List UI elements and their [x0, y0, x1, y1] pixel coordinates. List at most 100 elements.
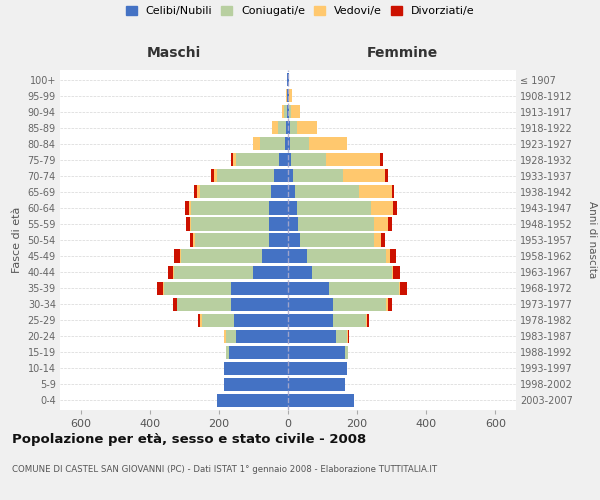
- Bar: [271, 186, 288, 198]
- Bar: [284, 105, 287, 118]
- Bar: [190, 234, 193, 246]
- Bar: [390, 250, 396, 262]
- Bar: [269, 234, 288, 246]
- Bar: [157, 282, 163, 294]
- Text: Maschi: Maschi: [147, 46, 201, 60]
- Text: Femmine: Femmine: [367, 46, 437, 60]
- Bar: [312, 266, 392, 278]
- Bar: [195, 234, 269, 246]
- Bar: [286, 121, 288, 134]
- Bar: [288, 218, 298, 230]
- Bar: [388, 298, 392, 310]
- Bar: [214, 170, 217, 182]
- Bar: [333, 314, 366, 327]
- Bar: [394, 202, 397, 214]
- Bar: [211, 170, 214, 182]
- Bar: [392, 266, 394, 278]
- Bar: [291, 105, 300, 118]
- Bar: [181, 250, 262, 262]
- Bar: [224, 378, 288, 391]
- Bar: [224, 330, 226, 343]
- Bar: [288, 153, 292, 166]
- Bar: [231, 298, 288, 310]
- Bar: [337, 330, 347, 343]
- Bar: [381, 234, 385, 246]
- Bar: [217, 170, 274, 182]
- Legend: Celibi/Nubili, Coniugati/e, Vedovi/e, Divorziati/e: Celibi/Nubili, Coniugati/e, Vedovi/e, Di…: [125, 6, 475, 16]
- Bar: [366, 314, 367, 327]
- Bar: [394, 266, 400, 278]
- Bar: [288, 89, 289, 102]
- Bar: [374, 234, 381, 246]
- Bar: [226, 346, 229, 359]
- Bar: [371, 202, 394, 214]
- Bar: [386, 298, 388, 310]
- Bar: [288, 314, 333, 327]
- Bar: [236, 153, 280, 166]
- Text: Popolazione per età, sesso e stato civile - 2008: Popolazione per età, sesso e stato civil…: [12, 432, 366, 446]
- Bar: [269, 202, 288, 214]
- Bar: [359, 186, 392, 198]
- Y-axis label: Fasce di età: Fasce di età: [12, 207, 22, 273]
- Bar: [262, 250, 288, 262]
- Bar: [347, 330, 349, 343]
- Bar: [374, 218, 388, 230]
- Bar: [307, 250, 386, 262]
- Bar: [343, 170, 385, 182]
- Bar: [288, 234, 300, 246]
- Bar: [398, 282, 400, 294]
- Bar: [175, 250, 179, 262]
- Bar: [287, 89, 288, 102]
- Bar: [287, 73, 288, 86]
- Bar: [278, 121, 286, 134]
- Bar: [288, 73, 289, 86]
- Bar: [296, 121, 317, 134]
- Bar: [274, 170, 288, 182]
- Bar: [186, 218, 190, 230]
- Bar: [288, 250, 307, 262]
- Bar: [269, 218, 288, 230]
- Bar: [298, 218, 374, 230]
- Bar: [288, 346, 345, 359]
- Bar: [185, 202, 189, 214]
- Text: Anni di nascita: Anni di nascita: [587, 202, 597, 278]
- Bar: [177, 298, 178, 310]
- Bar: [190, 218, 191, 230]
- Bar: [200, 314, 202, 327]
- Bar: [193, 234, 195, 246]
- Bar: [289, 89, 292, 102]
- Bar: [226, 330, 236, 343]
- Bar: [385, 170, 388, 182]
- Bar: [173, 266, 174, 278]
- Bar: [236, 330, 288, 343]
- Bar: [386, 250, 390, 262]
- Bar: [288, 170, 293, 182]
- Bar: [174, 266, 253, 278]
- Bar: [194, 186, 197, 198]
- Bar: [229, 346, 288, 359]
- Bar: [295, 186, 359, 198]
- Bar: [168, 266, 173, 278]
- Bar: [284, 137, 288, 150]
- Bar: [197, 186, 200, 198]
- Bar: [233, 153, 236, 166]
- Bar: [260, 137, 284, 150]
- Bar: [173, 298, 177, 310]
- Bar: [392, 186, 394, 198]
- Bar: [292, 153, 326, 166]
- Bar: [272, 121, 278, 134]
- Bar: [288, 282, 329, 294]
- Bar: [288, 186, 295, 198]
- Bar: [309, 137, 347, 150]
- Bar: [300, 234, 374, 246]
- Text: COMUNE DI CASTEL SAN GIOVANNI (PC) - Dati ISTAT 1° gennaio 2008 - Elaborazione T: COMUNE DI CASTEL SAN GIOVANNI (PC) - Dat…: [12, 466, 437, 474]
- Bar: [388, 218, 392, 230]
- Bar: [224, 362, 288, 375]
- Bar: [288, 362, 347, 375]
- Bar: [191, 218, 269, 230]
- Bar: [191, 202, 269, 214]
- Bar: [345, 346, 349, 359]
- Bar: [231, 153, 233, 166]
- Bar: [253, 266, 288, 278]
- Bar: [202, 314, 235, 327]
